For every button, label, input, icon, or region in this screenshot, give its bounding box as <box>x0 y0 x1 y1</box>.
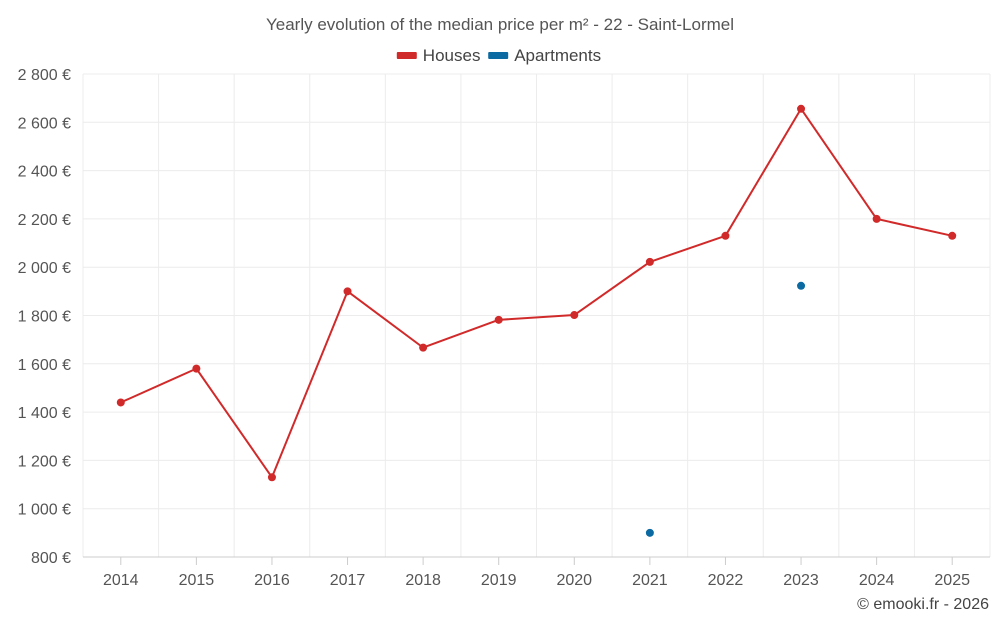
data-point-houses <box>267 473 276 482</box>
x-axis: 2014 2015 2016 2017 2018 2019 2020 2021 2022 2023… <box>83 556 990 589</box>
data-point-houses <box>948 231 957 240</box>
y-tick-label: 2 000 € <box>18 260 71 277</box>
x-tick-label: 2023 <box>783 572 819 589</box>
y-tick-label: 2 600 € <box>18 115 71 132</box>
data-point-apartments <box>797 281 806 290</box>
chart-series <box>116 104 957 537</box>
chart-title: Yearly evolution of the median price per… <box>266 15 734 34</box>
legend-label-houses: Houses <box>423 46 481 65</box>
y-axis: 800 € 1 000 € 1 200 € 1 400 € 1 600 € 1 800 €… <box>18 67 71 567</box>
data-point-houses <box>872 214 881 223</box>
x-tick-label: 2017 <box>330 572 366 589</box>
data-point-houses <box>494 315 503 324</box>
chart-legend: Houses Apartments <box>396 46 601 65</box>
data-point-houses <box>419 343 428 352</box>
y-tick-label: 1 800 € <box>18 309 71 326</box>
x-tick-label: 2016 <box>254 572 290 589</box>
y-tick-label: 1 400 € <box>18 405 71 422</box>
y-tick-label: 1 600 € <box>18 357 71 374</box>
x-tick-label: 2025 <box>934 572 970 589</box>
x-tick-label: 2020 <box>556 572 592 589</box>
x-tick-label: 2021 <box>632 572 668 589</box>
x-tick-label: 2019 <box>481 572 517 589</box>
x-tick-label: 2015 <box>179 572 215 589</box>
data-point-houses <box>570 311 579 320</box>
data-point-apartments <box>645 528 654 537</box>
legend-swatch-apartments <box>488 52 509 59</box>
chart-grid <box>82 73 991 557</box>
data-point-houses <box>116 398 125 407</box>
y-tick-label: 1 000 € <box>18 502 71 519</box>
y-tick-label: 1 200 € <box>18 453 71 470</box>
data-point-houses <box>797 104 806 113</box>
data-point-houses <box>721 231 730 240</box>
y-tick-label: 2 400 € <box>18 164 71 181</box>
y-tick-label: 800 € <box>31 550 71 567</box>
y-tick-label: 2 800 € <box>18 67 71 84</box>
credit-text: © emooki.fr - 2026 <box>857 596 989 613</box>
data-point-houses <box>343 287 352 296</box>
data-point-houses <box>192 364 201 373</box>
x-tick-label: 2014 <box>103 572 139 589</box>
data-point-houses <box>645 257 654 266</box>
x-tick-label: 2018 <box>405 572 441 589</box>
y-tick-label: 2 200 € <box>18 212 71 229</box>
legend-swatch-houses <box>396 52 417 59</box>
series-line-houses <box>120 107 953 479</box>
x-tick-label: 2024 <box>859 572 895 589</box>
x-tick-label: 2022 <box>708 572 744 589</box>
legend-label-apartments: Apartments <box>514 46 601 65</box>
